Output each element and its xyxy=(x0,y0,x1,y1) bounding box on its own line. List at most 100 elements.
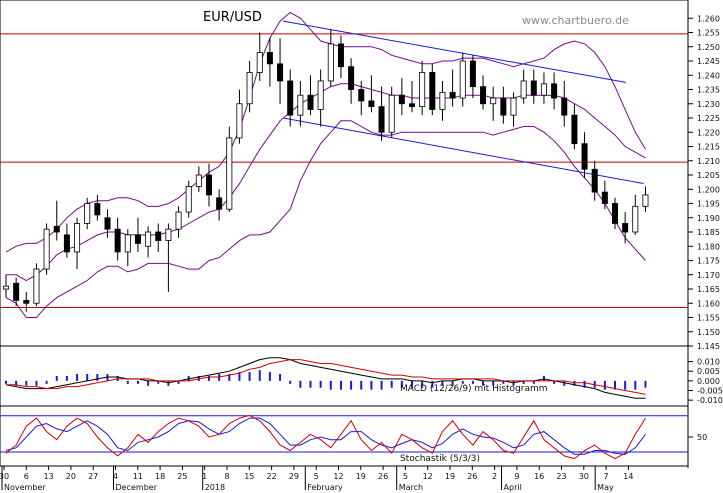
price-tick-label: 1.210 xyxy=(697,157,720,166)
candle-body-up xyxy=(3,285,9,290)
candle-body-up xyxy=(439,91,446,110)
candle-body-down xyxy=(581,143,588,170)
candle-body-up xyxy=(419,72,426,108)
macd-tick-label: 0.005 xyxy=(697,367,720,376)
candle-body-up xyxy=(327,43,334,82)
price-tick-label: 1.215 xyxy=(697,143,720,152)
candle-body-down xyxy=(155,231,162,241)
candle-body-up xyxy=(632,205,639,233)
candle xyxy=(520,69,527,104)
price-tick-label: 1.225 xyxy=(697,114,720,123)
candle-body-up xyxy=(540,83,547,96)
candle xyxy=(266,38,273,87)
candle-body-down xyxy=(277,63,284,82)
candle xyxy=(348,58,355,104)
candle xyxy=(408,80,415,113)
candle-body-up xyxy=(520,80,527,99)
candle xyxy=(134,217,141,252)
candle xyxy=(581,132,588,178)
candle xyxy=(277,38,284,104)
price-tick-label: 1.245 xyxy=(697,57,720,66)
candle-body-up xyxy=(297,94,304,116)
price-tick-label: 1.155 xyxy=(697,314,720,323)
candle-body-down xyxy=(429,72,436,110)
candle xyxy=(175,206,182,238)
date-tick-label: 6 xyxy=(24,472,29,481)
candle xyxy=(419,61,426,116)
candle xyxy=(205,163,212,207)
bollinger-bands xyxy=(5,11,646,318)
price-tick-label: 1.175 xyxy=(697,257,720,266)
price-tick-label: 1.180 xyxy=(697,242,720,251)
candle xyxy=(53,200,60,241)
candle-body-down xyxy=(348,66,355,90)
month-label: April xyxy=(504,483,522,492)
date-tick-label: 19 xyxy=(356,472,366,481)
candle xyxy=(165,223,172,292)
candle xyxy=(642,186,649,213)
candle xyxy=(256,32,263,81)
candle-body-down xyxy=(368,100,375,108)
candle-body-down xyxy=(469,60,476,88)
month-label: December xyxy=(116,483,158,492)
candle xyxy=(449,69,456,107)
candle-body-up xyxy=(43,228,50,270)
bollinger-mid-line xyxy=(6,83,646,282)
candle xyxy=(378,86,385,141)
stochastic-d-line xyxy=(5,417,646,455)
candle xyxy=(195,166,202,193)
price-tick-label: 1.205 xyxy=(697,171,720,180)
candle-body-down xyxy=(449,91,456,99)
candle-body-down xyxy=(307,94,314,110)
month-label: May xyxy=(597,483,614,492)
candle-body-up xyxy=(175,211,182,230)
price-tick-label: 1.255 xyxy=(697,29,720,38)
candle-body-up xyxy=(145,231,152,247)
candle xyxy=(94,194,101,221)
bollinger-upper-line xyxy=(5,11,646,253)
candle-body-up xyxy=(388,94,395,133)
date-tick-label: 30 xyxy=(579,472,589,481)
date-tick-label: 22 xyxy=(267,472,277,481)
date-tick-label: 4 xyxy=(113,472,118,481)
candle xyxy=(327,29,334,87)
source-watermark: www.chartbuero.de xyxy=(522,14,629,27)
price-tick-label: 1.200 xyxy=(697,185,720,194)
date-tick-label: 11 xyxy=(133,472,143,481)
date-tick-label: 7 xyxy=(604,472,609,481)
candle-body-down xyxy=(287,80,294,116)
date-tick-label: 29 xyxy=(289,472,299,481)
chart-title: EUR/USD xyxy=(203,10,262,25)
candle xyxy=(63,223,70,258)
date-tick-label: 25 xyxy=(177,472,187,481)
candle-body-up xyxy=(256,52,263,73)
candle xyxy=(124,229,131,267)
price-tick-label: 1.190 xyxy=(697,214,720,223)
date-tick-label: 16 xyxy=(534,472,544,481)
candle-body-up xyxy=(165,228,172,241)
candle-body-down xyxy=(216,197,223,210)
candle xyxy=(591,160,598,201)
candle-body-down xyxy=(500,97,507,116)
candle xyxy=(155,223,162,252)
date-tick-label: 12 xyxy=(423,472,433,481)
candle xyxy=(398,78,405,116)
date-tick-label: 30 xyxy=(0,472,9,481)
candle xyxy=(459,52,466,107)
macd-panel-frame xyxy=(0,345,689,407)
candle-body-down xyxy=(622,223,629,233)
candle xyxy=(612,197,619,230)
date-tick-label: 23 xyxy=(556,472,566,481)
date-tick-label: 2 xyxy=(492,472,497,481)
candle xyxy=(571,103,578,150)
candle xyxy=(23,291,30,312)
horizontal-levels xyxy=(0,33,688,309)
date-tick-label: 9 xyxy=(514,472,519,481)
stochastic-k-line xyxy=(5,414,646,460)
candle xyxy=(216,189,223,221)
date-tick-label: 26 xyxy=(378,472,388,481)
candle-body-up xyxy=(642,194,649,207)
date-tick-label: 19 xyxy=(445,472,455,481)
candle-body-down xyxy=(601,191,608,204)
